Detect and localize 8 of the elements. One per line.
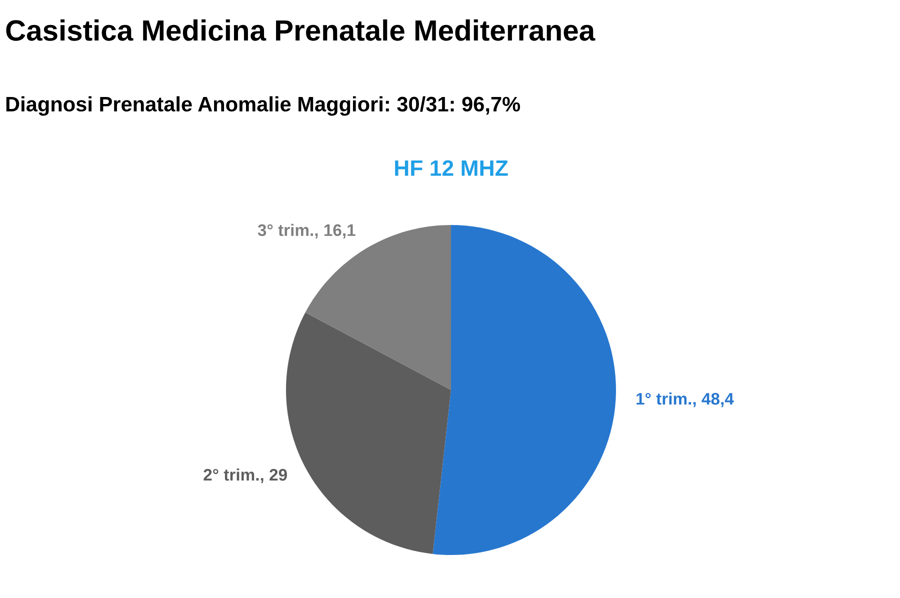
chart-title: Casistica Medicina Prenatale Mediterranea xyxy=(6,19,596,41)
text: HF 12 MHZ xyxy=(395,160,508,176)
pie-slice xyxy=(432,225,616,555)
slice-label: 2° trim., 29 xyxy=(204,468,287,484)
chart-subtitle: Diagnosi Prenatale Anomalie Maggiori: 30/31: 96,7% xyxy=(6,96,520,116)
slice-label: 1° trim., 48,4 xyxy=(636,392,734,408)
slice-label: 3° trim., 16,1 xyxy=(258,224,356,238)
pie-slice xyxy=(286,312,451,554)
